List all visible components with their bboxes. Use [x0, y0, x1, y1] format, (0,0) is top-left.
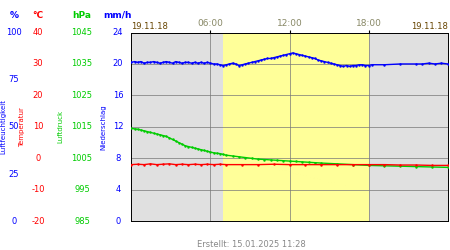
Bar — [223, 32, 369, 221]
Text: Temperatur: Temperatur — [19, 107, 25, 147]
Text: hPa: hPa — [72, 10, 91, 20]
Text: 0: 0 — [36, 154, 40, 163]
Text: 1025: 1025 — [72, 91, 93, 100]
Text: 1005: 1005 — [72, 154, 93, 163]
Text: 20: 20 — [113, 60, 123, 68]
Bar — [131, 32, 223, 221]
Text: 1045: 1045 — [72, 28, 93, 37]
Text: -20: -20 — [31, 217, 45, 226]
Text: 100: 100 — [6, 28, 22, 37]
Text: 16: 16 — [112, 91, 123, 100]
Text: 25: 25 — [9, 170, 19, 178]
Bar — [369, 32, 448, 221]
Text: 8: 8 — [115, 154, 121, 163]
Text: Luftdruck: Luftdruck — [57, 110, 63, 144]
Text: 0: 0 — [115, 217, 121, 226]
Text: 985: 985 — [74, 217, 90, 226]
Text: 4: 4 — [115, 185, 121, 194]
Text: 75: 75 — [9, 75, 19, 84]
Text: 1015: 1015 — [72, 122, 93, 132]
Text: 20: 20 — [33, 91, 43, 100]
Text: 995: 995 — [74, 185, 90, 194]
Text: Luftfeuchtigkeit: Luftfeuchtigkeit — [0, 99, 6, 154]
Text: %: % — [9, 10, 18, 20]
Text: 30: 30 — [33, 60, 43, 68]
Text: 10: 10 — [33, 122, 43, 132]
Text: 1035: 1035 — [72, 60, 93, 68]
Text: 0: 0 — [11, 217, 17, 226]
Text: 24: 24 — [113, 28, 123, 37]
Text: 19.11.18: 19.11.18 — [411, 22, 448, 30]
Text: °C: °C — [32, 10, 44, 20]
Text: 19.11.18: 19.11.18 — [131, 22, 168, 30]
Text: Erstellt: 15.01.2025 11:28: Erstellt: 15.01.2025 11:28 — [197, 240, 306, 249]
Text: 12: 12 — [113, 122, 123, 132]
Text: mm/h: mm/h — [104, 10, 132, 20]
Text: 50: 50 — [9, 122, 19, 132]
Text: 40: 40 — [33, 28, 43, 37]
Text: Niederschlag: Niederschlag — [100, 104, 106, 150]
Text: -10: -10 — [31, 185, 45, 194]
